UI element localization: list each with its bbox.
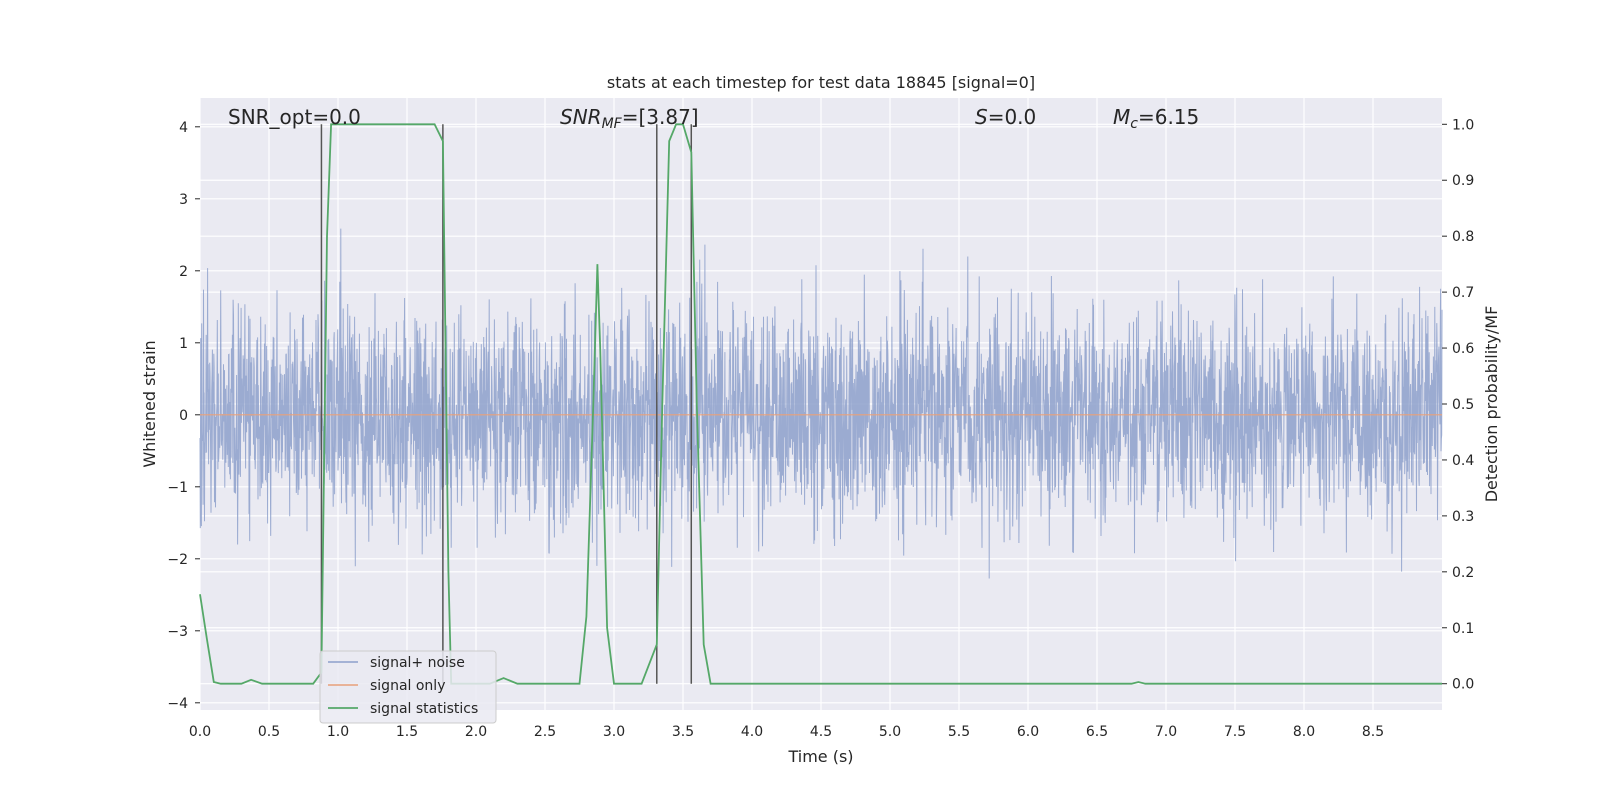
x-tick-label: 0.0 (189, 724, 211, 740)
x-tick-label: 5.0 (879, 724, 901, 740)
x-tick-label: 6.5 (1086, 724, 1108, 740)
x-tick-label: 1.5 (396, 724, 418, 740)
y-left-axis-ticks: −4 −3 −2 −1 0 1 2 3 4 (167, 120, 200, 712)
x-tick-label: 0.5 (258, 724, 280, 740)
annotation-snr-opt: SNR_opt=0.0 (228, 105, 361, 129)
y-right-tick-label: 0.9 (1452, 173, 1474, 189)
plot-area (199, 98, 1443, 710)
y-right-tick-label: 0.3 (1452, 509, 1474, 525)
legend: signal+ noise signal only signal statist… (319, 650, 497, 724)
y-right-tick-label: 0.7 (1452, 285, 1474, 301)
annotation-snr-mf-value: =[3.87] (622, 105, 699, 129)
legend-label-signal-only: signal only (370, 678, 445, 694)
x-axis-ticks: 0.0 0.5 1.0 1.5 2.0 2.5 3.0 3.5 4.0 4.5 5.0 5.5 6.0 6… (189, 724, 1384, 740)
x-axis-label: Time (s) (787, 747, 853, 766)
y-left-tick-label: 3 (179, 192, 188, 208)
signal-statistics-line (199, 123, 1442, 685)
y-right-tick-label: 0.8 (1452, 229, 1474, 245)
x-tick-label: 4.5 (810, 724, 832, 740)
y-right-tick-label: 0.2 (1452, 565, 1474, 581)
chart-title: stats at each timestep for test data 188… (607, 73, 1035, 92)
y-right-tick-label: 0.4 (1452, 453, 1474, 469)
y-left-tick-label: 4 (179, 120, 188, 136)
y-right-tick-label: 0.0 (1452, 677, 1474, 693)
y-left-tick-label: 0 (179, 408, 188, 424)
x-tick-label: 1.0 (327, 724, 349, 740)
x-tick-label: 8.5 (1362, 724, 1384, 740)
annotation-s: S=0.0 (975, 105, 1036, 129)
x-tick-label: 2.5 (534, 724, 556, 740)
annotation-mc-subscript: c (1130, 116, 1138, 132)
y-left-tick-label: −3 (167, 624, 188, 640)
annotation-mc-symbol: M (1113, 105, 1130, 129)
y-right-tick-label: 0.6 (1452, 341, 1474, 357)
x-tick-label: 7.0 (1155, 724, 1177, 740)
y-left-tick-label: −2 (167, 552, 188, 568)
x-tick-label: 7.5 (1224, 724, 1246, 740)
x-tick-label: 8.0 (1293, 724, 1315, 740)
y-right-tick-label: 0.1 (1452, 621, 1474, 637)
legend-label-signal-plus-noise: signal+ noise (370, 655, 465, 671)
series-signal-statistics (199, 123, 1442, 685)
annotation-s-symbol: S (975, 105, 988, 129)
legend-box (319, 650, 497, 724)
legend-label-signal-statistics: signal statistics (370, 701, 478, 717)
y-left-tick-label: −4 (167, 696, 188, 712)
series-signal-plus-noise (199, 228, 1443, 579)
x-tick-label: 6.0 (1017, 724, 1039, 740)
annotation-s-value: =0.0 (988, 105, 1037, 129)
y-left-tick-label: 2 (179, 264, 188, 280)
x-tick-label: 5.5 (948, 724, 970, 740)
y-right-axis-ticks: 0.0 0.1 0.2 0.3 0.4 0.5 0.6 0.7 0.8 0.9 1.0 (1442, 117, 1474, 693)
annotation-snr-mf-subscript: MF (602, 116, 623, 132)
annotation-snr-mf-symbol: SNR (560, 105, 602, 129)
x-tick-label: 3.5 (672, 724, 694, 740)
y-right-axis-label: Detection probability/MF (1482, 306, 1501, 503)
annotation-snr-mf: SNRMF=[3.87] (560, 105, 699, 132)
annotation-mc: Mc=6.15 (1113, 105, 1199, 132)
y-left-axis-label: Whitened strain (140, 340, 159, 467)
x-tick-label: 2.0 (465, 724, 487, 740)
x-tick-label: 4.0 (741, 724, 763, 740)
signal-plus-noise-line (199, 228, 1443, 579)
x-tick-label: 3.0 (603, 724, 625, 740)
y-right-tick-label: 0.5 (1452, 397, 1474, 413)
y-left-tick-label: −1 (167, 480, 188, 496)
y-right-tick-label: 1.0 (1452, 117, 1474, 133)
annotation-mc-value: =6.15 (1138, 105, 1199, 129)
y-left-tick-label: 1 (179, 336, 188, 352)
detection-window-lines (320, 124, 693, 684)
